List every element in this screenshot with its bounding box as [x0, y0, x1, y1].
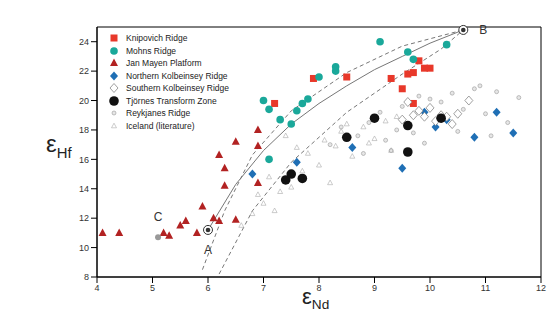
svg-text:A: A: [204, 243, 212, 257]
svg-text:24: 24: [79, 37, 89, 47]
svg-text:14: 14: [79, 184, 89, 194]
svg-text:8: 8: [316, 283, 321, 293]
svg-text:12: 12: [536, 283, 546, 293]
svg-text:C: C: [154, 210, 163, 224]
svg-text:4: 4: [94, 283, 99, 293]
svg-text:7: 7: [261, 283, 266, 293]
svg-text:12: 12: [79, 213, 89, 223]
svg-text:B: B: [479, 23, 487, 37]
svg-text:5: 5: [150, 283, 155, 293]
svg-text:8: 8: [84, 272, 89, 282]
svg-text:20: 20: [79, 96, 89, 106]
svg-text:11: 11: [481, 283, 490, 293]
svg-text:6: 6: [205, 283, 210, 293]
svg-text:18: 18: [79, 125, 89, 135]
svg-text:9: 9: [372, 283, 377, 293]
svg-text:16: 16: [79, 155, 89, 165]
svg-text:10: 10: [79, 243, 89, 253]
svg-text:10: 10: [425, 283, 435, 293]
svg-text:22: 22: [79, 66, 89, 76]
